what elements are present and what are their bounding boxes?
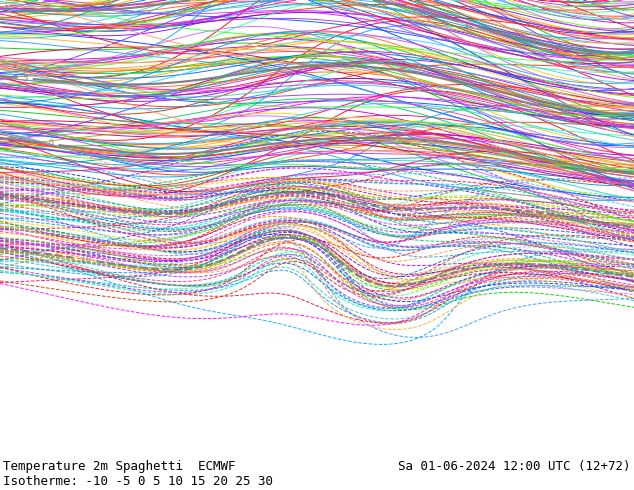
Text: 10: 10 [3,4,14,14]
Text: Isotherme: -10 -5 0 5 10 15 20 25 30: Isotherme: -10 -5 0 5 10 15 20 25 30 [3,475,273,489]
Text: 10: 10 [462,19,475,30]
Text: -10: -10 [77,254,92,265]
Text: -5: -5 [63,199,72,209]
Text: Sa 01-06-2024 12:00 UTC (12+72): Sa 01-06-2024 12:00 UTC (12+72) [398,460,631,473]
Text: Temperature 2m Spaghetti  ECMWF: Temperature 2m Spaghetti ECMWF [3,460,236,473]
Text: 0: 0 [48,139,54,149]
Text: 5: 5 [22,74,28,83]
